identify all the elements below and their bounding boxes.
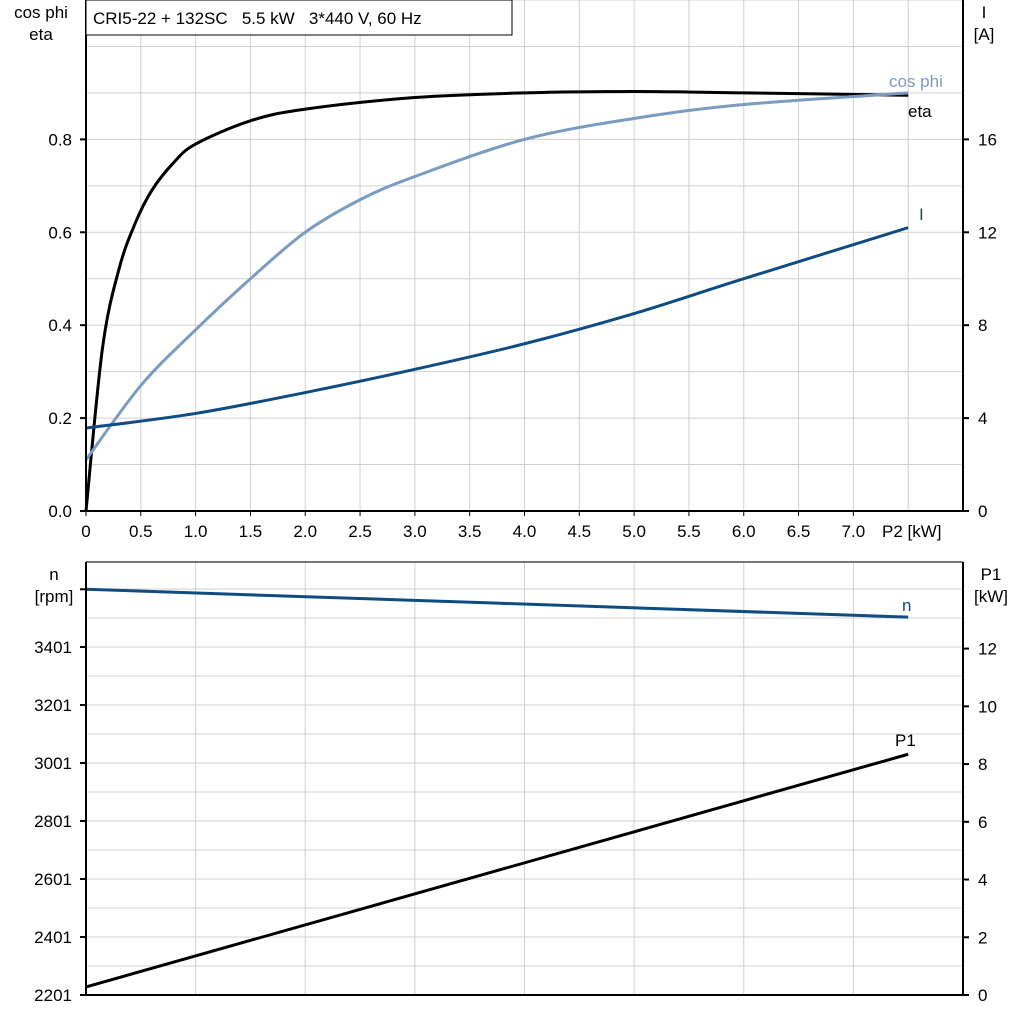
left-axis-label-eta: eta [29, 25, 53, 44]
curve-cos-phi [84, 91, 909, 461]
series-label-n: n [902, 596, 911, 615]
x-tick-label: 0.5 [129, 522, 153, 541]
x-tick-label: 3.0 [403, 522, 427, 541]
x-tick-label: 3.5 [458, 522, 482, 541]
y-tick-label-left: 0.4 [48, 316, 72, 335]
y-tick-label-right: 8 [978, 755, 987, 774]
y-tick-label-right: 2 [978, 928, 987, 947]
x-tick-label: 2.0 [293, 522, 317, 541]
y-tick-label-left: 2401 [34, 928, 72, 947]
series-label-cos-phi: cos phi [889, 72, 943, 91]
y-tick-label-left: 3401 [34, 638, 72, 657]
left-axis-label-cosphi: cos phi [14, 3, 68, 22]
left-axis-label-rpm: [rpm] [35, 587, 74, 606]
x-tick-label: 4.5 [567, 522, 591, 541]
x-tick-label: 6.0 [732, 522, 756, 541]
y-tick-label-left: 0.8 [48, 130, 72, 149]
y-tick-label-right: 12 [978, 223, 997, 242]
title-box [85, 0, 513, 36]
y-tick-label-left: 3001 [34, 754, 72, 773]
bottom-grid [86, 561, 963, 995]
y-tick-label-right: 12 [978, 640, 997, 659]
right-axis-label-I: I [982, 3, 987, 22]
y-tick-label-right: 0 [978, 502, 987, 521]
y-tick-label-left: 0.2 [48, 409, 72, 428]
x-tick-label: 7.0 [842, 522, 866, 541]
x-tick-label: 1.5 [239, 522, 263, 541]
y-tick-label-left: 2201 [34, 986, 72, 1005]
x-tick-label: 6.5 [787, 522, 811, 541]
right-axis-label-A: [A] [974, 25, 995, 44]
y-tick-label-left: 0.0 [48, 502, 72, 521]
right-axis-label-kW: [kW] [974, 587, 1008, 606]
y-tick-label-right: 4 [978, 409, 987, 428]
y-tick-label-left: 2601 [34, 870, 72, 889]
y-tick-label-right: 16 [978, 130, 997, 149]
right-axis-label-P1: P1 [981, 565, 1002, 584]
chart-title: CRI5-22 + 132SC 5.5 kW 3*440 V, 60 Hz [93, 9, 422, 28]
curve-n [85, 587, 909, 619]
x-tick-label: 5.0 [622, 522, 646, 541]
curve-I [85, 226, 909, 430]
series-label-eta: eta [908, 102, 932, 121]
series-label-I: I [919, 205, 924, 224]
y-tick-label-left: 0.6 [48, 223, 72, 242]
y-tick-label-left: 3201 [34, 696, 72, 715]
x-tick-label: 4.0 [513, 522, 537, 541]
series-label-P1: P1 [895, 731, 916, 750]
curve-eta [84, 90, 909, 512]
x-tick-label: 5.5 [677, 522, 701, 541]
y-tick-label-right: 4 [978, 871, 987, 890]
y-tick-label-right: 8 [978, 316, 987, 335]
x-tick-label: 1.0 [184, 522, 208, 541]
top-grid [86, 0, 963, 511]
y-tick-label-right: 10 [978, 697, 997, 716]
x-tick-label: 0 [81, 522, 90, 541]
left-axis-label-n: n [49, 565, 58, 584]
x-tick-label: 2.5 [348, 522, 372, 541]
y-tick-label-right: 0 [978, 986, 987, 1005]
y-tick-label-left: 2801 [34, 812, 72, 831]
curve-P1 [85, 752, 909, 989]
x-axis-label: P2 [kW] [882, 522, 942, 541]
y-tick-label-right: 6 [978, 813, 987, 832]
